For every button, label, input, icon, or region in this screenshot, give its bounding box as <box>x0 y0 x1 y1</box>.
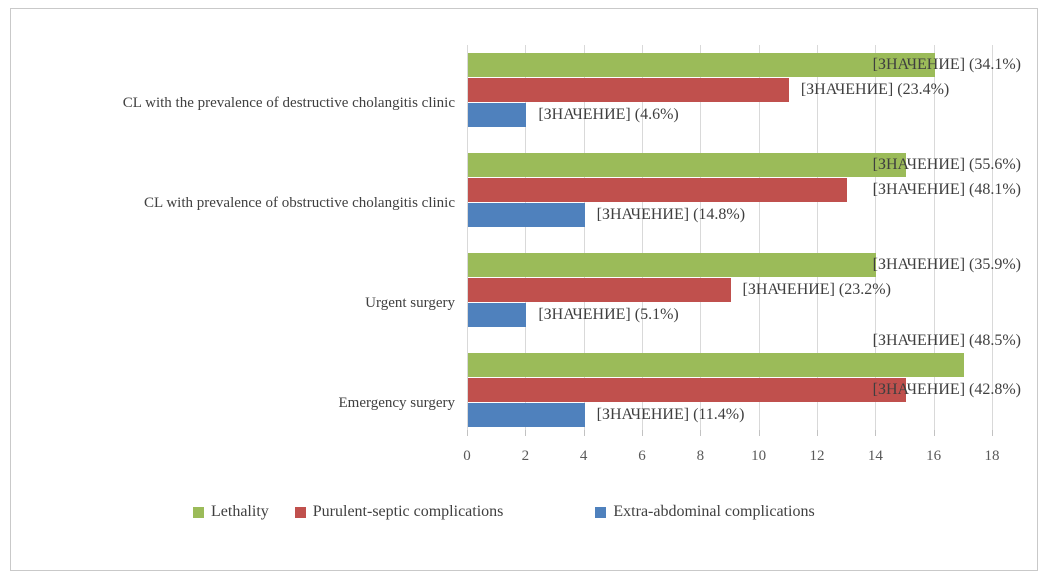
bar-extra-abdominal-complications-2 <box>468 303 527 327</box>
axis-tick <box>758 430 760 436</box>
x-tick-label: 10 <box>751 448 767 464</box>
legend-swatch-icon <box>294 506 306 518</box>
x-tick-label: 12 <box>809 448 825 464</box>
x-tick-label: 8 <box>696 448 705 464</box>
gridline <box>817 45 818 430</box>
value-label: [ЗНАЧЕНИЕ] (4.6%) <box>538 106 679 123</box>
value-label: [ЗНАЧЕНИЕ] (42.8%) <box>872 381 1021 398</box>
chart-legend: Lethality Purulent-septic complications Ex… <box>193 503 815 521</box>
x-tick-label: 2 <box>521 448 530 464</box>
value-label: [ЗНАЧЕНИЕ] (23.4%) <box>800 81 950 98</box>
bar-lethality-3 <box>468 353 964 377</box>
bar-purulent-septic-complications-0 <box>468 78 789 102</box>
category-label: Urgent surgery <box>365 295 455 311</box>
category-label: CL with prevalence of obstructive cholan… <box>143 195 455 211</box>
bar-purulent-septic-complications-1 <box>468 178 848 202</box>
legend-item-lethality: Lethality <box>193 503 269 521</box>
bar-extra-abdominal-complications-0 <box>468 103 527 127</box>
gridline <box>583 45 585 430</box>
legend-label: Purulent-septic complications <box>312 503 504 520</box>
x-tick-label: 0 <box>463 448 471 464</box>
axis-tick <box>467 430 468 436</box>
x-tick-label: 18 <box>984 448 1000 464</box>
legend-swatch-icon <box>193 506 204 518</box>
value-label: [ЗНАЧЕНИЕ] (48.5%) <box>872 332 1021 349</box>
value-label: [ЗНАЧЕНИЕ] (55.6%) <box>872 156 1021 173</box>
legend-swatch-icon <box>595 506 607 518</box>
category-label: CL with the prevalence of destructive ch… <box>122 95 455 111</box>
x-tick-label: 14 <box>867 448 883 464</box>
value-label: [ЗНАЧЕНИЕ] (11.4%) <box>596 406 745 423</box>
gridline <box>467 45 468 430</box>
legend-label: Extra-abdominal complications <box>613 503 815 520</box>
gridline <box>700 45 702 430</box>
value-label: [ЗНАЧЕНИЕ] (14.8%) <box>596 206 746 223</box>
value-label: [ЗНАЧЕНИЕ] (23.2%) <box>742 281 891 298</box>
value-label: [ЗНАЧЕНИЕ] (34.1%) <box>872 56 1021 73</box>
value-label: [ЗНАЧЕНИЕ] (48.1%) <box>872 181 1021 198</box>
value-label: [ЗНАЧЕНИЕ] (5.1%) <box>538 306 679 323</box>
bar-purulent-septic-complications-3 <box>468 378 906 402</box>
gridline <box>525 45 527 430</box>
axis-tick <box>525 430 527 436</box>
axis-tick <box>992 430 993 436</box>
axis-tick <box>817 430 818 436</box>
bar-lethality-1 <box>468 153 906 177</box>
bar-purulent-septic-complications-2 <box>468 278 731 302</box>
legend-item-purulent-septic-complications: Purulent-septic complications <box>294 503 504 521</box>
x-tick-label: 16 <box>926 448 942 464</box>
x-tick-label: 4 <box>579 448 588 464</box>
gridline <box>992 45 993 430</box>
bar-lethality-0 <box>468 53 935 77</box>
gridline <box>875 45 877 430</box>
gridline <box>933 45 935 430</box>
axis-tick <box>583 430 585 436</box>
legend-item-extra-abdominal-complications: Extra-abdominal complications <box>595 503 815 521</box>
category-label: Emergency surgery <box>338 395 456 411</box>
axis-tick <box>933 430 935 436</box>
gridline <box>758 45 760 430</box>
legend-label: Lethality <box>211 503 269 520</box>
bar-lethality-2 <box>468 253 877 277</box>
x-tick-label: 6 <box>638 448 646 464</box>
axis-tick <box>700 430 702 436</box>
value-label: [ЗНАЧЕНИЕ] (35.9%) <box>872 256 1021 273</box>
bar-extra-abdominal-complications-3 <box>468 403 585 427</box>
axis-tick <box>875 430 877 436</box>
axis-tick <box>642 430 643 436</box>
bar-extra-abdominal-complications-1 <box>468 203 585 227</box>
gridline <box>642 45 643 430</box>
